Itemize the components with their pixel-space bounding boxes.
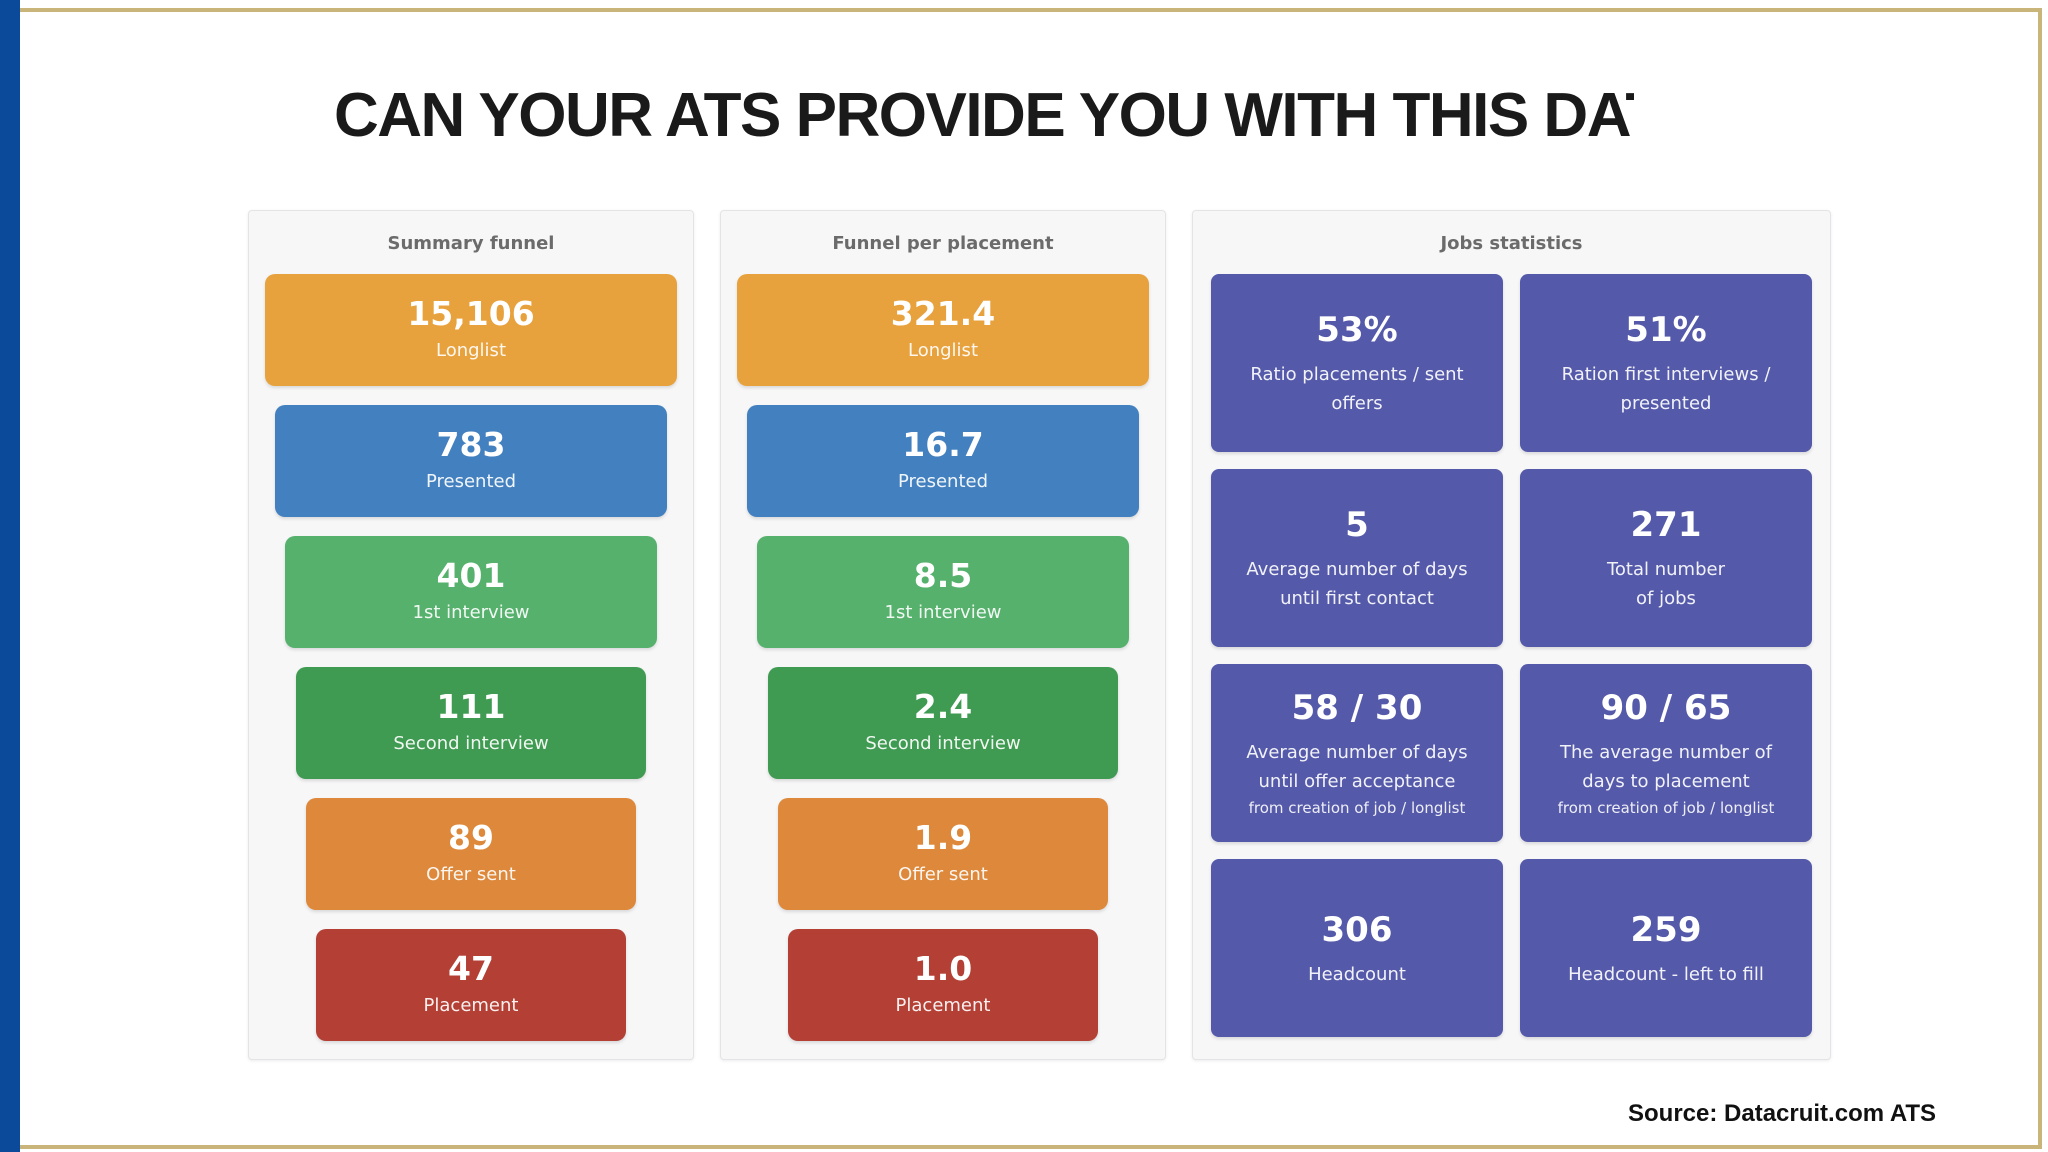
- per-placement-offer-sent-value: 1.9: [913, 818, 973, 857]
- jobs-total-number-tile: 271 Total number of jobs: [1520, 469, 1812, 647]
- summary-longlist-box: 15,106 Longlist: [265, 274, 677, 386]
- jobs-days-first-contact-value: 5: [1345, 505, 1369, 545]
- per-placement-presented-value: 16.7: [902, 425, 984, 464]
- source-caption: Source: Datacruit.com ATS: [1628, 1100, 1937, 1127]
- top-rule: [20, 8, 2042, 12]
- jobs-statistics-title: Jobs statistics: [1440, 233, 1583, 254]
- left-accent-bar: [0, 0, 20, 1152]
- summary-presented-box: 783 Presented: [275, 405, 667, 517]
- jobs-headcount-value: 306: [1321, 909, 1393, 950]
- per-placement-presented-label: Presented: [897, 471, 989, 492]
- summary-presented-label: Presented: [425, 471, 517, 492]
- per-placement-presented-box: 16.7 Presented: [747, 405, 1139, 517]
- jobs-headcount-tile: 306 Headcount: [1211, 859, 1503, 1037]
- per-placement-second-interview-value: 2.4: [913, 687, 973, 726]
- jobs-headcount-label: Headcount: [1308, 963, 1406, 985]
- summary-funnel-title: Summary funnel: [387, 233, 555, 254]
- jobs-days-offer-acceptance-tile: 58 / 30 Average number of days until off…: [1211, 664, 1503, 842]
- jobs-headcount-left-value: 259: [1630, 909, 1702, 950]
- per-placement-second-interview-label: Second interview: [865, 733, 1021, 754]
- jobs-days-placement-value: 90 / 65: [1600, 688, 1732, 728]
- summary-first-interview-label: 1st interview: [412, 602, 530, 623]
- per-placement-first-interview-label: 1st interview: [884, 602, 1002, 623]
- per-placement-placement-box: 1.0 Placement: [788, 929, 1098, 1041]
- jobs-days-placement-label: The average number of days to placement: [1560, 742, 1772, 792]
- jobs-days-placement-sub: from creation of job / longlist: [1557, 799, 1775, 817]
- jobs-days-placement-tile: 90 / 65 The average number of days to pl…: [1520, 664, 1812, 842]
- slide-title: CAN YOUR ATS PROVIDE YOU WITH THIS DAT: [334, 81, 1634, 150]
- jobs-statistics-panel: Jobs statistics 53% Ratio placements / s…: [1192, 210, 1831, 1060]
- per-placement-first-interview-value: 8.5: [913, 556, 973, 595]
- jobs-total-number-label: Total number of jobs: [1606, 559, 1725, 609]
- jobs-headcount-left-label: Headcount - left to fill: [1568, 963, 1764, 985]
- summary-second-interview-label: Second interview: [393, 733, 549, 754]
- per-placement-first-interview-box: 8.5 1st interview: [757, 536, 1129, 648]
- summary-offer-sent-box: 89 Offer sent: [306, 798, 636, 910]
- per-placement-second-interview-box: 2.4 Second interview: [768, 667, 1118, 779]
- right-rule: [2038, 8, 2042, 1149]
- jobs-ratio-placements-tile: 53% Ratio placements / sent offers: [1211, 274, 1503, 452]
- bottom-rule: [20, 1145, 2042, 1149]
- jobs-days-first-contact-tile: 5 Average number of days until first con…: [1211, 469, 1503, 647]
- per-placement-longlist-value: 321.4: [890, 294, 996, 333]
- per-placement-offer-sent-box: 1.9 Offer sent: [778, 798, 1108, 910]
- summary-first-interview-box: 401 1st interview: [285, 536, 657, 648]
- per-placement-placement-label: Placement: [895, 995, 991, 1016]
- summary-first-interview-value: 401: [436, 556, 506, 595]
- jobs-days-offer-acceptance-value: 58 / 30: [1291, 688, 1423, 728]
- summary-placement-value: 47: [448, 949, 494, 988]
- summary-funnel-panel: Summary funnel 15,106 Longlist 783 Prese…: [248, 210, 694, 1060]
- summary-offer-sent-label: Offer sent: [426, 864, 516, 885]
- jobs-days-offer-acceptance-sub: from creation of job / longlist: [1248, 799, 1466, 817]
- per-placement-longlist-label: Longlist: [908, 340, 978, 361]
- funnel-per-placement-title: Funnel per placement: [832, 233, 1054, 254]
- jobs-ratio-interviews-label: Ration first interviews / presented: [1561, 364, 1771, 414]
- per-placement-longlist-box: 321.4 Longlist: [737, 274, 1149, 386]
- jobs-ratio-interviews-value: 51%: [1625, 310, 1707, 350]
- jobs-days-first-contact-label: Average number of days until first conta…: [1246, 559, 1468, 609]
- jobs-ratio-interviews-tile: 51% Ration first interviews / presented: [1520, 274, 1812, 452]
- jobs-days-offer-acceptance-label: Average number of days until offer accep…: [1246, 742, 1468, 792]
- jobs-total-number-value: 271: [1630, 505, 1702, 545]
- jobs-headcount-left-tile: 259 Headcount - left to fill: [1520, 859, 1812, 1037]
- per-placement-placement-value: 1.0: [913, 949, 973, 988]
- jobs-ratio-placements-label: Ratio placements / sent offers: [1250, 364, 1464, 414]
- summary-placement-box: 47 Placement: [316, 929, 626, 1041]
- summary-presented-value: 783: [436, 425, 506, 464]
- summary-second-interview-value: 111: [436, 687, 506, 726]
- per-placement-offer-sent-label: Offer sent: [898, 864, 988, 885]
- summary-placement-label: Placement: [423, 995, 519, 1016]
- summary-second-interview-box: 111 Second interview: [296, 667, 646, 779]
- jobs-ratio-placements-value: 53%: [1316, 310, 1398, 350]
- summary-longlist-label: Longlist: [436, 340, 506, 361]
- funnel-per-placement-panel: Funnel per placement 321.4 Longlist 16.7…: [720, 210, 1166, 1060]
- summary-offer-sent-value: 89: [448, 818, 494, 857]
- summary-longlist-value: 15,106: [407, 294, 535, 333]
